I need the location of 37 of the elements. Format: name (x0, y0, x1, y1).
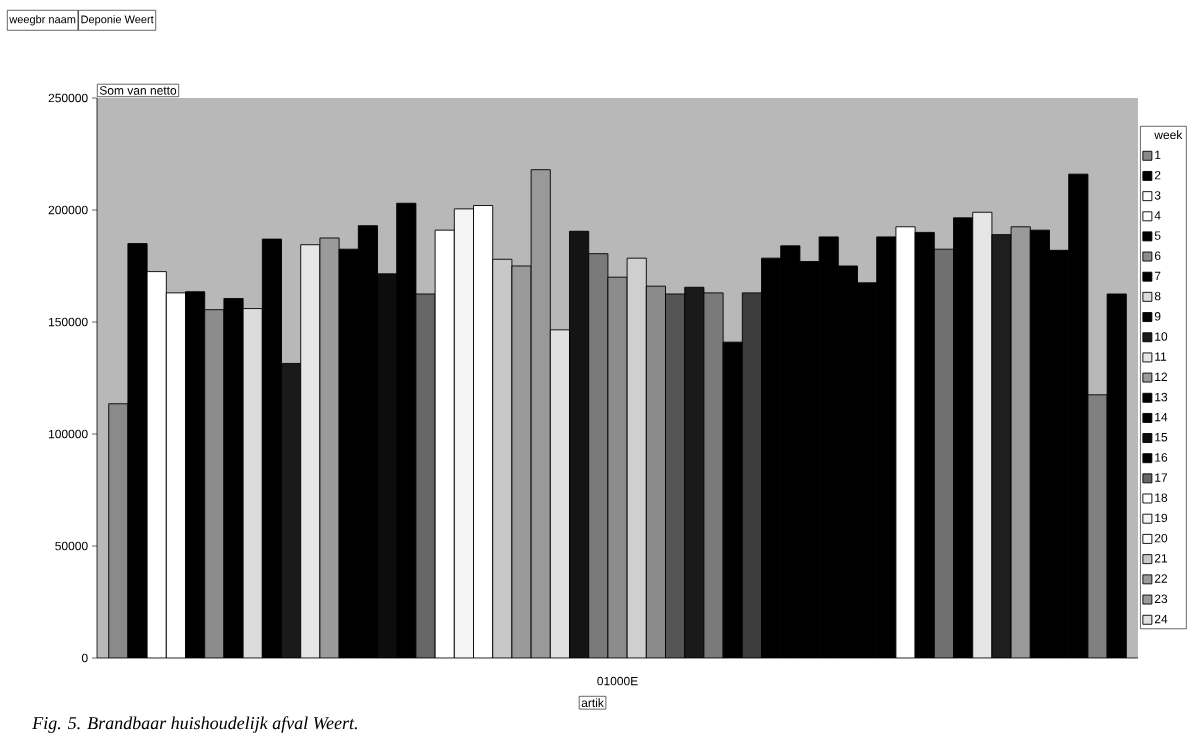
legend-label: 9 (1154, 312, 1161, 321)
legend-label: 15 (1155, 433, 1168, 442)
legend-label: 18 (1155, 493, 1168, 502)
y-tick-label: 0 (81, 653, 88, 663)
legend-label: 23 (1154, 594, 1168, 604)
legend-label: 16 (1155, 453, 1168, 462)
y-axis-title: Som van netto (99, 86, 177, 95)
legend-label: 21 (1154, 554, 1168, 563)
legend-label: 8 (1154, 291, 1161, 301)
legend-label: 22 (1154, 574, 1168, 583)
legend-label: 6 (1154, 251, 1161, 261)
legend-label: 2 (1154, 170, 1161, 180)
y-tick-label: 100000 (49, 429, 88, 439)
x-axis-title: artik (581, 698, 604, 708)
legend-label: 17 (1155, 473, 1168, 482)
legend-label: 24 (1154, 614, 1168, 624)
legend-label: 12 (1155, 372, 1168, 381)
legend-label: 1 (1155, 150, 1161, 160)
x-tick-label: 01000E (597, 676, 638, 686)
legend-label: 11 (1155, 352, 1167, 361)
legend-label: 10 (1155, 332, 1168, 341)
y-tick-label: 250000 (48, 93, 88, 103)
legend-label: 7 (1154, 271, 1161, 280)
y-tick-label: 50000 (55, 541, 88, 551)
y-tick-label: 150000 (49, 317, 88, 327)
text: weegbr naam (9, 15, 76, 26)
legend-label: 4 (1154, 211, 1161, 220)
legend-title: week (1154, 130, 1183, 140)
legend-label: 14 (1155, 412, 1168, 422)
legend-label: 13 (1155, 392, 1168, 402)
legend-label: 20 (1154, 533, 1168, 543)
caption: Fig. 5. Brandbaar huishoudelijk afval Weert. (32, 716, 357, 733)
y-tick-label: 200000 (48, 205, 88, 215)
legend-label: 19 (1155, 513, 1168, 523)
legend-label: 5 (1154, 231, 1161, 240)
legend-label: 3 (1154, 191, 1161, 200)
text: Deponie Weert (81, 15, 154, 26)
